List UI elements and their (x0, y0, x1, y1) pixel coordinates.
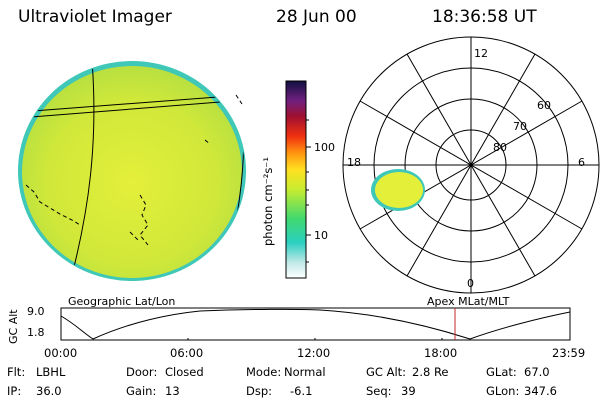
footer-value: LBHL (36, 365, 66, 379)
footer-label: GLon: (486, 384, 520, 398)
left-panel-label: Geographic Lat/Lon (68, 295, 176, 308)
polar-hour-0: 0 (467, 277, 474, 290)
geo-lat-line (19, 94, 245, 113)
coastline (129, 231, 139, 241)
footer-label: GC Alt: (366, 365, 407, 379)
time-label: 18:36:58 UT (432, 7, 537, 27)
colorbar (285, 80, 307, 279)
footer-label: GLat: (486, 365, 517, 379)
polar-lat-70: 70 (513, 120, 527, 133)
footer-value: Normal (284, 365, 326, 379)
footer-value: Closed (165, 365, 204, 379)
footer-label: Door: (126, 365, 158, 379)
footer-label: Mode: (246, 365, 282, 379)
altitude-plot-frame (60, 307, 571, 341)
footer-value: 39 (401, 384, 416, 398)
altitude-xtick: 23:59 (552, 346, 586, 360)
polar-hour-6: 6 (578, 156, 585, 169)
altitude-xtick: 12:00 (297, 346, 331, 360)
footer-label: Seq: (366, 384, 392, 398)
footer-value: 13 (165, 384, 180, 398)
altitude-ytick-high: 9.0 (27, 305, 45, 318)
aurora-spot (371, 169, 425, 211)
footer-value: 36.0 (36, 384, 62, 398)
altitude-ytick-low: 1.8 (27, 326, 45, 339)
polar-lat-60: 60 (537, 99, 551, 112)
altitude-plot (60, 307, 571, 341)
altitude-xtick: 06:00 (170, 346, 204, 360)
altitude-curve (60, 308, 571, 340)
footer-value: 2.8 Re (412, 365, 449, 379)
date-label: 28 Jun 00 (276, 7, 357, 27)
footer-value: -6.1 (290, 384, 313, 398)
colorbar-ticks (306, 119, 311, 263)
geo-lon-line (67, 62, 95, 280)
coastline (204, 139, 211, 145)
instrument-title: Ultraviolet Imager (18, 7, 172, 27)
altitude-xtick: 18:00 (424, 346, 458, 360)
colorbar-tick-10: 10 (314, 229, 328, 242)
colorbar-unit-label: photon cm⁻²s⁻¹ (261, 157, 275, 246)
altitude-ylabel: GC Alt (7, 309, 20, 344)
polar-plot (342, 36, 600, 294)
footer-label: Gain: (126, 384, 157, 398)
coastline (25, 184, 81, 226)
altitude-x-ticks (187, 338, 443, 340)
right-panel-label: Apex MLat/MLT (427, 295, 510, 308)
coastline (235, 94, 243, 105)
footer-value: 347.6 (524, 384, 557, 398)
polar-lat-80: 80 (493, 141, 507, 154)
altitude-xtick: 00:00 (44, 346, 78, 360)
footer-value: 67.0 (524, 365, 550, 379)
colorbar-tick-100: 100 (314, 141, 335, 154)
footer-label: Dsp: (246, 384, 273, 398)
earth-image (18, 61, 246, 281)
polar-hour-12: 12 (474, 47, 488, 60)
footer-label: IP: (7, 384, 22, 398)
footer-label: Flt: (7, 365, 26, 379)
coastline (139, 194, 149, 246)
polar-hour-18: 18 (347, 156, 361, 169)
